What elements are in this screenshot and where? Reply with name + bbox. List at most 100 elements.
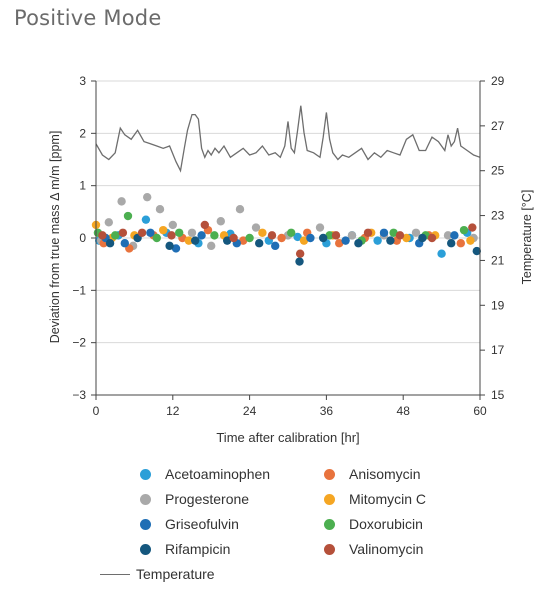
y2-tick-label: 21 (491, 253, 505, 267)
data-point (472, 246, 481, 256)
data-point (216, 217, 225, 226)
data-point (159, 225, 168, 235)
data-point (306, 233, 315, 243)
legend-dot-swatch (140, 468, 151, 480)
y2-tick-label: 19 (491, 298, 505, 312)
legend-dot-swatch (324, 468, 335, 480)
legend-dot-swatch (140, 493, 151, 505)
data-point (167, 231, 176, 240)
data-point (118, 228, 128, 237)
data-point (319, 233, 328, 243)
data-point (105, 239, 115, 248)
y2-tick-label: 15 (491, 388, 505, 402)
data-point (197, 231, 206, 240)
legend-label: Griseofulvin (165, 516, 239, 532)
data-point (450, 231, 459, 240)
legend-item: Mitomycin C (324, 491, 426, 507)
data-point (258, 228, 267, 237)
data-point (277, 233, 286, 243)
y2-tick-label: 29 (491, 74, 505, 88)
data-point (123, 211, 133, 221)
x-axis-label: Time after calibration [hr] (216, 430, 359, 445)
data-point (152, 233, 161, 243)
data-point (427, 233, 437, 243)
data-point (223, 236, 232, 245)
data-point (111, 231, 120, 240)
data-point (171, 244, 181, 253)
x-tick-label: 48 (397, 404, 411, 418)
y-tick-label: 0 (79, 231, 86, 245)
data-point (295, 249, 305, 258)
x-tick-label: 12 (166, 404, 180, 418)
legend-dot-swatch (140, 543, 151, 555)
data-point (117, 197, 126, 206)
y2-tick-label: 17 (491, 343, 505, 357)
data-point (299, 236, 309, 245)
data-point (245, 233, 254, 243)
y-tick-label: −2 (72, 336, 86, 350)
data-point (335, 239, 344, 248)
data-point (315, 223, 325, 232)
data-point (239, 236, 248, 245)
legend-line-swatch (100, 573, 130, 575)
data-point (459, 225, 469, 235)
legend-item: Rifampicin (140, 541, 230, 557)
legend-item: Griseofulvin (140, 516, 239, 532)
legend-label: Progesterone (165, 491, 250, 507)
data-point (293, 232, 302, 242)
legend-label: Mitomycin C (349, 491, 427, 507)
data-point (267, 231, 277, 240)
data-point (386, 236, 395, 245)
data-point (120, 239, 129, 248)
legend-dot-swatch (324, 493, 335, 505)
data-point (447, 239, 456, 248)
data-point (402, 233, 411, 243)
legend-dot-swatch (324, 543, 335, 555)
data-point (287, 228, 296, 237)
data-point (207, 241, 216, 251)
x-tick-label: 24 (243, 404, 257, 418)
legend-label: Doxorubicin (349, 516, 423, 532)
data-point (331, 231, 341, 240)
data-point (141, 215, 151, 224)
legend-item: Anisomycin (324, 466, 421, 482)
legend-label: Valinomycin (349, 541, 424, 557)
data-point (354, 239, 363, 248)
y-tick-label: 1 (79, 179, 86, 193)
data-point (466, 236, 475, 245)
data-point (468, 223, 477, 232)
data-point (325, 231, 334, 240)
legend-dot-swatch (324, 518, 335, 530)
y-tick-label: 3 (79, 74, 86, 88)
x-tick-label: 0 (93, 404, 100, 418)
legend-item: Acetoaminophen (140, 466, 270, 482)
data-point (191, 236, 200, 245)
data-point (137, 228, 147, 237)
data-point (175, 228, 184, 237)
legend-item: Progesterone (140, 491, 249, 507)
x-tick-label: 36 (320, 404, 334, 418)
legend-item: Temperature (100, 566, 215, 582)
data-point (443, 231, 453, 240)
data-point (235, 205, 245, 214)
legend-label: Temperature (136, 566, 215, 582)
y-tick-label: 2 (79, 126, 86, 140)
data-points (91, 192, 481, 266)
data-point (395, 231, 405, 240)
data-point (165, 241, 174, 251)
data-point (146, 228, 155, 237)
data-point (251, 223, 261, 232)
data-point (437, 249, 446, 258)
legend-label: Acetoaminophen (165, 466, 271, 482)
data-point (104, 218, 114, 227)
data-point (363, 228, 373, 237)
data-point (168, 220, 177, 230)
x-tick-label: 60 (473, 404, 487, 418)
data-point (347, 231, 357, 240)
y2-tick-label: 27 (491, 119, 505, 133)
legend-item: Doxorubicin (324, 516, 423, 532)
data-point (210, 231, 219, 240)
legend-label: Anisomycin (349, 466, 421, 482)
